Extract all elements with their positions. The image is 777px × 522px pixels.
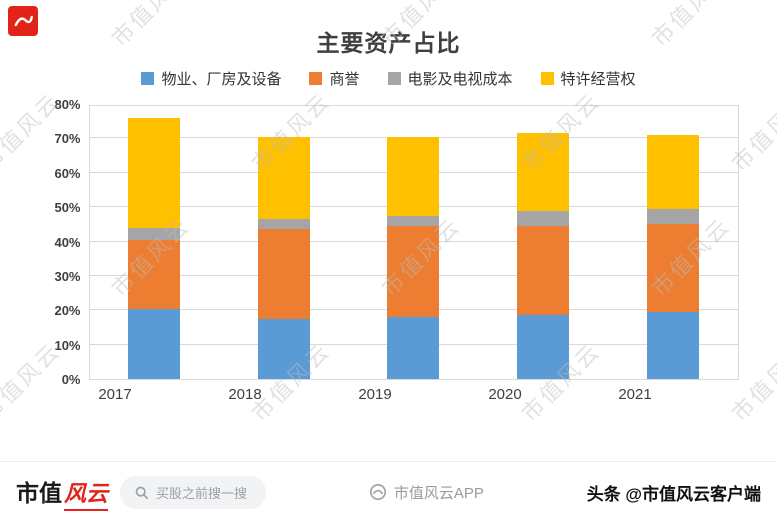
search-placeholder: 买股之前搜一搜	[156, 485, 248, 501]
bar-segment	[128, 308, 181, 379]
bar-segment	[646, 208, 699, 225]
y-tick-label: 80%	[54, 97, 81, 112]
brand-logo-mark	[8, 6, 38, 36]
brand-logo-swoosh-icon	[14, 15, 33, 27]
y-tick-label: 30%	[54, 268, 81, 284]
legend-swatch-icon	[309, 72, 323, 85]
search-icon	[135, 486, 149, 499]
x-tick-label: 2019	[358, 386, 392, 403]
legend-item-2: 电影及电视成本	[387, 68, 513, 89]
app-name-label: 市值风云APP	[393, 484, 484, 502]
app-logo-icon	[369, 483, 386, 501]
bar-group-2017	[90, 106, 220, 379]
bar-segment	[387, 317, 440, 379]
stacked-bar-2020	[517, 133, 570, 379]
bar-segment	[517, 133, 570, 211]
search-box[interactable]: 买股之前搜一搜	[120, 475, 267, 509]
y-tick-label: 70%	[54, 131, 81, 147]
bar-segment	[387, 215, 440, 227]
bar-group-2021	[608, 106, 738, 379]
stacked-bar-2019	[387, 136, 440, 379]
legend-swatch-icon	[141, 72, 155, 85]
y-tick-label: 10%	[54, 337, 81, 353]
bar-segment	[128, 227, 181, 240]
bar-segment	[387, 136, 440, 216]
bar-segment	[517, 210, 570, 227]
y-tick-label: 60%	[54, 165, 81, 181]
chart-area: 0% 10% 20% 30% 40% 50% 60% 70% 80%	[39, 97, 739, 387]
y-tick-label: 50%	[54, 200, 81, 216]
bar-segment	[646, 134, 699, 209]
x-axis: 2017 2018 2019 2020 2021	[50, 386, 700, 403]
stacked-bar-2017	[128, 117, 181, 379]
legend-item-1: 商誉	[309, 68, 360, 89]
legend-swatch-icon	[540, 72, 554, 85]
bar-group-2019	[349, 106, 479, 379]
legend-label: 电影及电视成本	[407, 71, 513, 88]
x-tick-label: 2018	[228, 386, 262, 403]
chart-legend: 物业、厂房及设备 商誉 电影及电视成本 特许经营权	[0, 68, 777, 89]
bar-group-2020	[478, 106, 608, 379]
brand-name-red: 风云	[64, 476, 109, 511]
y-tick-label: 0%	[61, 372, 81, 387]
bar-segment	[257, 219, 310, 230]
bar-group-2018	[219, 106, 349, 379]
legend-label: 物业、厂房及设备	[161, 71, 282, 88]
x-tick-label: 2021	[618, 386, 652, 403]
legend-item-3: 特许经营权	[540, 68, 636, 89]
chart-title: 主要资产占比	[316, 30, 461, 56]
stacked-bar-2018	[257, 136, 310, 379]
legend-label: 特许经营权	[560, 71, 636, 88]
footer-bar: 市值 风云 买股之前搜一搜 市值风云APP 头条 @市值风云客户端	[0, 462, 777, 522]
app-name: 市值风云APP	[369, 482, 484, 503]
bar-segment	[517, 315, 570, 379]
bar-segment	[128, 239, 181, 309]
legend-item-0: 物业、厂房及设备	[141, 68, 281, 89]
x-tick-label: 2020	[488, 386, 522, 403]
y-tick-label: 40%	[54, 234, 81, 250]
bar-segment	[646, 224, 699, 312]
legend-swatch-icon	[387, 72, 401, 85]
x-tick-label: 2017	[98, 386, 132, 403]
bar-segment	[387, 226, 440, 318]
plot-area	[88, 105, 739, 380]
y-axis: 0% 10% 20% 30% 40% 50% 60% 70% 80%	[39, 97, 89, 387]
legend-label: 商誉	[329, 71, 360, 88]
brand-logo: 市值 风云	[16, 474, 109, 511]
bar-segment	[128, 117, 181, 228]
toutiao-handle: 头条 @市值风云客户端	[586, 484, 761, 504]
bar-segment	[257, 229, 310, 319]
bar-segment	[257, 318, 310, 379]
brand-name-black: 市值	[16, 480, 62, 506]
bar-segment	[646, 311, 699, 379]
bar-segment	[257, 136, 310, 220]
stacked-bar-2021	[646, 134, 699, 379]
bar-segment	[517, 226, 570, 316]
y-tick-label: 20%	[54, 303, 81, 319]
